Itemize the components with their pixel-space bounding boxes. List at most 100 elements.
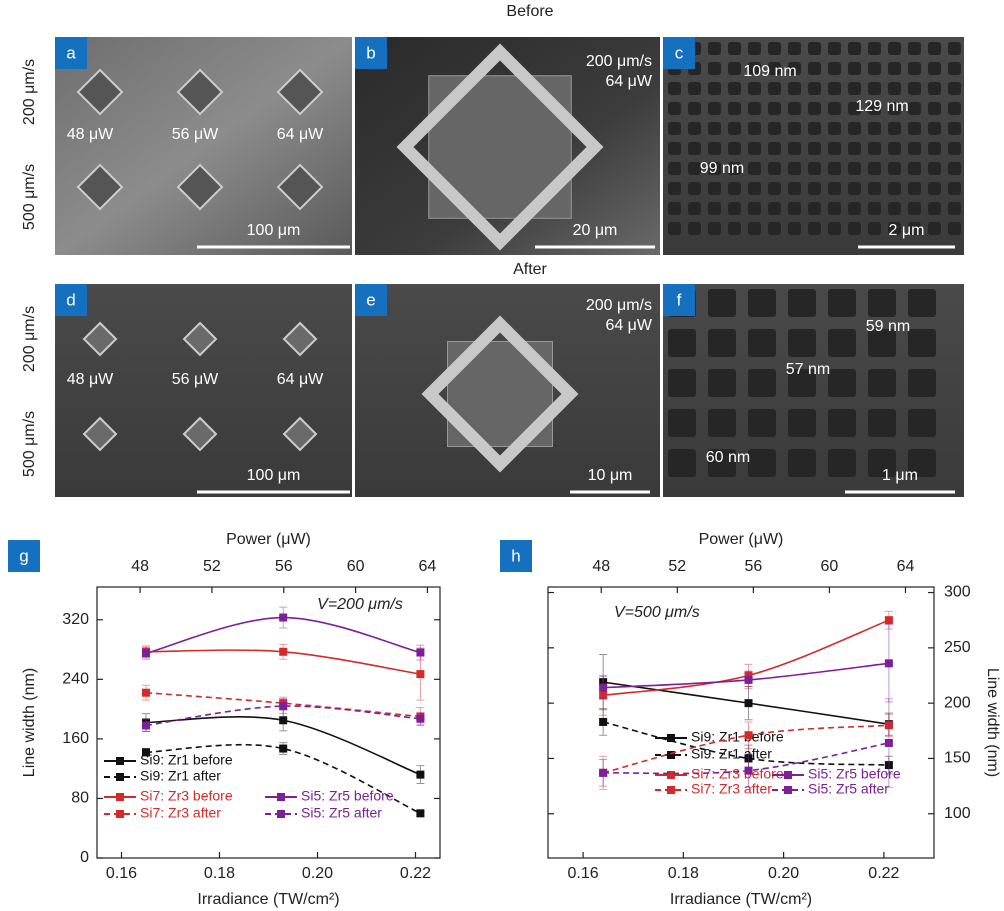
structure bbox=[888, 182, 901, 195]
structure bbox=[888, 122, 901, 135]
structure bbox=[848, 202, 861, 215]
legend-label: Si7: Zr3 before bbox=[691, 766, 784, 782]
structure bbox=[928, 142, 941, 155]
structure bbox=[76, 163, 124, 211]
structure bbox=[888, 202, 901, 215]
structure bbox=[276, 68, 324, 116]
structure bbox=[788, 222, 801, 235]
structure bbox=[908, 142, 921, 155]
structure bbox=[688, 162, 701, 175]
structure bbox=[808, 122, 821, 135]
structure bbox=[808, 82, 821, 95]
structure bbox=[808, 102, 821, 115]
structure bbox=[868, 62, 881, 75]
structure bbox=[748, 202, 761, 215]
data-point bbox=[884, 761, 893, 770]
panel-label: e bbox=[366, 290, 375, 309]
structure bbox=[728, 222, 741, 235]
image-annotation: 59 nm bbox=[866, 318, 910, 335]
x2-tick-label: 60 bbox=[347, 558, 365, 575]
structure bbox=[808, 162, 821, 175]
structure bbox=[768, 122, 781, 135]
sem-structures bbox=[82, 321, 318, 452]
structure bbox=[828, 409, 856, 437]
structure bbox=[888, 82, 901, 95]
panel-label: d bbox=[66, 290, 75, 309]
structure bbox=[748, 329, 776, 357]
structure bbox=[928, 162, 941, 175]
x-tick-label: 0.18 bbox=[204, 865, 235, 882]
structure bbox=[948, 202, 961, 215]
structure bbox=[868, 42, 881, 55]
structure bbox=[908, 369, 936, 397]
structure bbox=[788, 42, 801, 55]
structure bbox=[828, 42, 841, 55]
data-point bbox=[142, 721, 150, 730]
legend-marker bbox=[667, 751, 675, 759]
structure bbox=[788, 289, 816, 317]
image-annotation: 200 μm/s bbox=[586, 53, 652, 70]
structure bbox=[668, 122, 681, 135]
structure bbox=[788, 82, 801, 95]
after-title: After bbox=[513, 261, 547, 278]
structure bbox=[868, 329, 896, 357]
data-point bbox=[744, 754, 753, 763]
structure bbox=[808, 142, 821, 155]
structure bbox=[848, 182, 861, 195]
y-axis-title: Line width (nm) bbox=[21, 668, 38, 777]
structure bbox=[888, 142, 901, 155]
structure bbox=[728, 42, 741, 55]
structure bbox=[688, 122, 701, 135]
structure bbox=[768, 182, 781, 195]
legend-label: Si5: Zr5 after bbox=[808, 781, 889, 797]
x-tick-label: 0.22 bbox=[400, 865, 431, 882]
image-annotation: 56 μW bbox=[172, 371, 219, 388]
image-annotation: 64 μW bbox=[277, 371, 324, 388]
data-point bbox=[599, 768, 608, 777]
plot-frame bbox=[547, 586, 935, 859]
panel-label-box bbox=[663, 37, 695, 69]
panel-label: b bbox=[366, 43, 375, 62]
structure bbox=[728, 82, 741, 95]
x2-tick-label: 64 bbox=[897, 558, 915, 575]
image-annotation: 64 μW bbox=[605, 73, 652, 90]
structure bbox=[668, 182, 681, 195]
scale-bar-label: 10 μm bbox=[588, 467, 633, 484]
structure bbox=[748, 122, 761, 135]
sem-structures bbox=[76, 68, 324, 211]
structure bbox=[708, 42, 721, 55]
structure bbox=[708, 289, 736, 317]
structure bbox=[276, 163, 324, 211]
structure bbox=[948, 122, 961, 135]
structure bbox=[868, 82, 881, 95]
data-point bbox=[599, 678, 608, 687]
structure bbox=[828, 289, 856, 317]
panel-label-box bbox=[8, 540, 40, 572]
y-tick-label: 150 bbox=[944, 750, 971, 767]
sem-structures bbox=[668, 42, 961, 235]
x-axis-title: Irradiance (TW/cm²) bbox=[197, 891, 339, 908]
data-point bbox=[744, 671, 753, 680]
structure bbox=[768, 162, 781, 175]
structure bbox=[868, 142, 881, 155]
structure bbox=[868, 369, 896, 397]
structure bbox=[748, 142, 761, 155]
structure bbox=[908, 162, 921, 175]
structure bbox=[888, 62, 901, 75]
image-annotation: 56 μW bbox=[172, 126, 219, 143]
structure bbox=[928, 222, 941, 235]
panel-label-box bbox=[55, 37, 87, 69]
structure bbox=[708, 102, 721, 115]
structure bbox=[828, 62, 841, 75]
structure bbox=[768, 102, 781, 115]
structure bbox=[708, 369, 736, 397]
before-title: Before bbox=[506, 3, 553, 20]
data-point bbox=[884, 616, 893, 625]
structure bbox=[668, 329, 696, 357]
structure bbox=[848, 42, 861, 55]
data-point bbox=[599, 683, 608, 692]
image-annotation: 109 nm bbox=[743, 63, 796, 80]
structure bbox=[728, 182, 741, 195]
legend-marker bbox=[277, 810, 285, 818]
image-annotation: 48 μW bbox=[67, 126, 114, 143]
